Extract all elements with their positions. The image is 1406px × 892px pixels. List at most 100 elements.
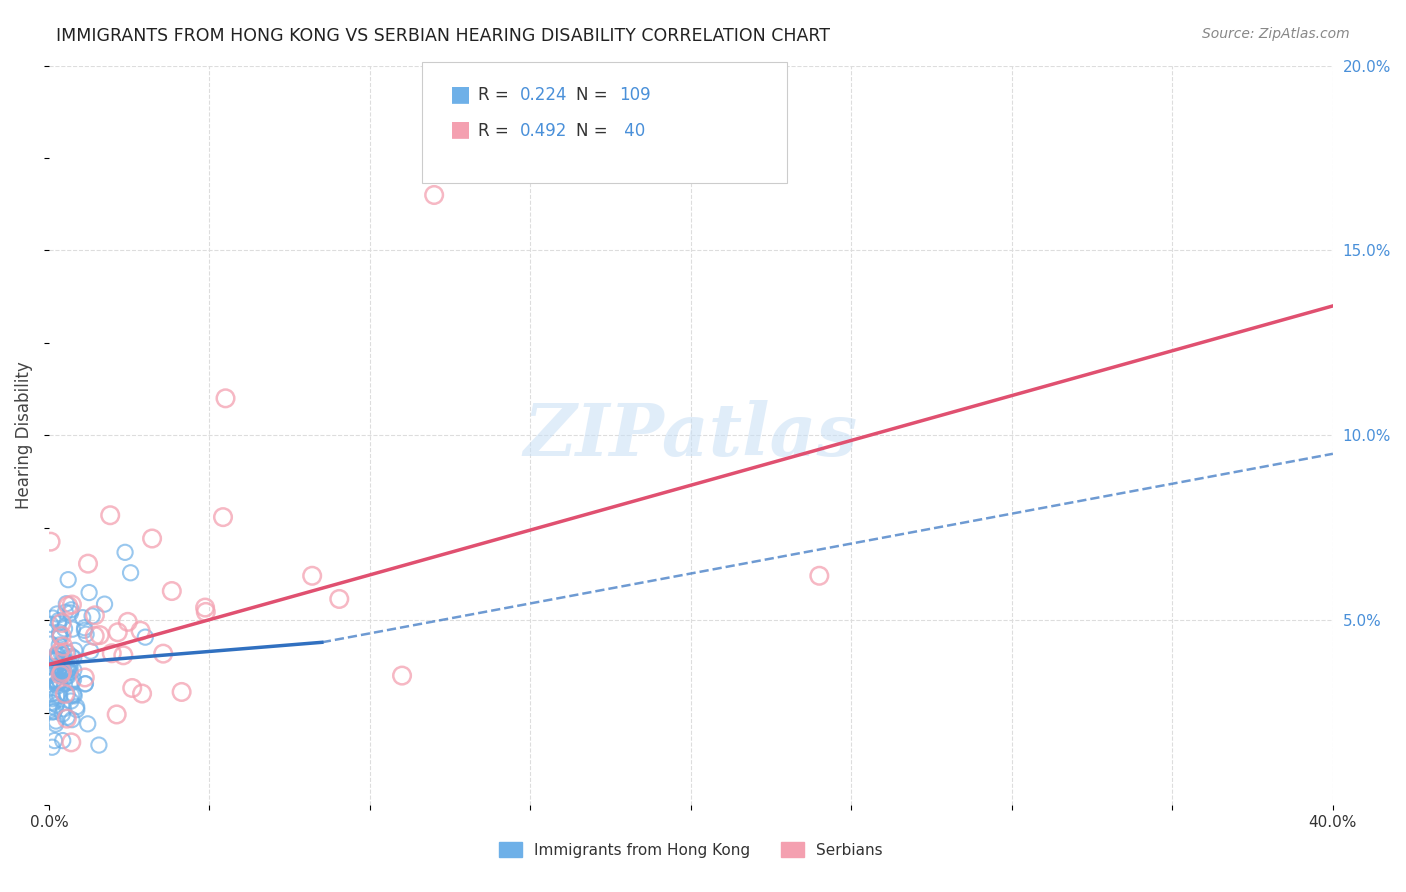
Point (62, 673, 84, 687)
Text: ■: ■ (450, 120, 471, 139)
Point (59, 661, 82, 675)
Point (60, 598, 83, 612)
Text: ZIPatlas: ZIPatlas (524, 400, 858, 471)
Legend: Immigrants from Hong Kong, Serbians: Immigrants from Hong Kong, Serbians (494, 836, 889, 863)
Point (212, 510, 235, 524)
Point (42, 705, 65, 719)
Point (72, 610, 94, 624)
Point (52, 655, 75, 669)
Point (52, 702, 75, 716)
Point (83, 629, 105, 643)
Point (48, 638, 70, 652)
Point (48, 689, 70, 703)
Point (56, 646, 79, 660)
Point (48, 673, 70, 688)
Point (60, 713, 83, 727)
Point (46, 607, 69, 621)
Point (391, 668, 413, 682)
Point (75, 676, 97, 690)
Point (48, 663, 70, 677)
Point (46, 679, 69, 693)
Point (51, 666, 73, 681)
Point (56, 669, 79, 683)
Point (41, 687, 63, 701)
Text: R =: R = (478, 87, 515, 104)
Point (77, 557, 100, 571)
Text: 109: 109 (619, 87, 650, 104)
Point (41, 653, 63, 667)
Point (44, 733, 66, 747)
Point (39, 665, 62, 680)
Point (52, 733, 75, 747)
Point (56, 573, 79, 587)
Point (100, 646, 122, 660)
Point (56, 712, 79, 726)
Point (75, 627, 97, 641)
Point (89, 628, 111, 642)
Point (66, 699, 89, 714)
Point (55, 670, 77, 684)
Point (53, 654, 76, 668)
Point (56, 688, 79, 702)
Point (63, 689, 86, 703)
Point (141, 532, 163, 546)
Point (62, 622, 84, 636)
Point (49, 660, 72, 674)
Point (55, 661, 77, 675)
Text: R =: R = (478, 122, 515, 140)
Point (45, 653, 67, 667)
Point (77, 585, 100, 599)
Point (75, 677, 97, 691)
Text: ■: ■ (450, 84, 471, 103)
Point (194, 605, 217, 619)
Point (120, 566, 142, 580)
Point (62, 663, 84, 677)
Point (301, 568, 323, 582)
Text: 0.224: 0.224 (520, 87, 568, 104)
Point (42, 696, 65, 710)
Point (45, 652, 67, 666)
Point (48, 673, 70, 688)
Point (55, 597, 77, 611)
Point (58, 662, 80, 676)
Point (59, 606, 82, 620)
Point (121, 681, 143, 695)
Text: 40: 40 (619, 122, 645, 140)
Point (66, 703, 89, 717)
Point (41, 691, 63, 706)
Point (423, 188, 446, 202)
Point (45, 717, 67, 731)
Point (62, 687, 84, 701)
Point (39, 617, 62, 632)
Point (131, 687, 153, 701)
Point (51, 665, 73, 679)
Point (60, 735, 83, 749)
Point (51, 665, 73, 680)
Point (46, 648, 69, 662)
Point (51, 616, 73, 631)
Point (49, 628, 72, 642)
Point (48, 625, 70, 640)
Point (45, 698, 67, 712)
Point (129, 624, 152, 638)
Point (53, 622, 76, 636)
Point (60, 649, 83, 664)
Point (114, 545, 136, 559)
Point (53, 645, 76, 659)
Text: N =: N = (576, 87, 613, 104)
Point (41, 695, 63, 709)
Point (808, 568, 831, 582)
Point (105, 707, 128, 722)
Point (194, 600, 217, 615)
Point (48, 665, 70, 680)
Point (46, 676, 69, 690)
Point (51, 629, 73, 643)
Point (51, 648, 73, 662)
Point (152, 647, 174, 661)
Text: 0.492: 0.492 (520, 122, 568, 140)
Text: N =: N = (576, 122, 613, 140)
Point (87, 738, 110, 752)
Point (73, 624, 96, 638)
Point (73, 670, 96, 684)
Point (42, 673, 65, 687)
